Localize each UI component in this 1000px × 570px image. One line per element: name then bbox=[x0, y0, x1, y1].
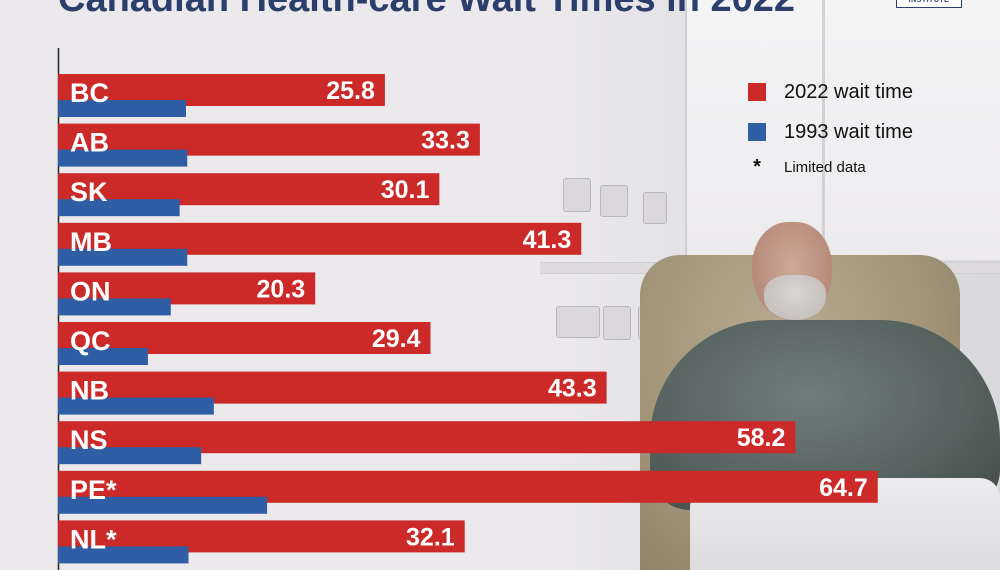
legend-item-1993: 1993 wait time bbox=[748, 112, 913, 152]
bar-1993-mb bbox=[58, 248, 188, 266]
category-label-ab: AB bbox=[70, 128, 109, 158]
wall-outlet bbox=[563, 178, 591, 212]
legend-label-1993: 1993 wait time bbox=[784, 120, 913, 143]
category-label-nb: NB bbox=[70, 376, 109, 406]
value-label-on: 20.3 bbox=[257, 275, 306, 303]
category-label-sk: SK bbox=[70, 177, 108, 207]
bar-1993-ns bbox=[58, 447, 202, 465]
legend-label-2022: 2022 wait time bbox=[784, 80, 913, 103]
legend: 2022 wait time 1993 wait time * Limited … bbox=[748, 72, 913, 182]
legend-footnote: * Limited data bbox=[748, 152, 913, 182]
category-label-ns: NS bbox=[70, 425, 108, 455]
value-label-nl: 32.1 bbox=[406, 523, 455, 551]
value-label-bc: 25.8 bbox=[326, 77, 375, 105]
footnote-text: Limited data bbox=[784, 158, 866, 176]
bar-1993-ab bbox=[58, 149, 188, 167]
wall-outlet bbox=[643, 192, 667, 224]
bar-1993-sk bbox=[58, 199, 180, 217]
category-label-pe: PE* bbox=[70, 475, 117, 505]
bar-1993-pe bbox=[58, 496, 268, 514]
window-mullion bbox=[822, 0, 825, 260]
wall-outlet bbox=[603, 306, 631, 340]
value-label-pe: 64.7 bbox=[819, 474, 868, 502]
legend-item-2022: 2022 wait time bbox=[748, 72, 913, 112]
chart-title: Canadian Health-care Wait Times in 2022 bbox=[58, 0, 795, 21]
value-label-ns: 58.2 bbox=[737, 424, 786, 452]
bar-1993-qc bbox=[58, 348, 148, 365]
wall-outlet bbox=[600, 185, 628, 217]
value-label-sk: 30.1 bbox=[381, 176, 430, 204]
value-label-mb: 41.3 bbox=[523, 226, 572, 254]
category-label-on: ON bbox=[70, 276, 111, 306]
legend-swatch-1993 bbox=[748, 123, 766, 141]
category-label-nl: NL* bbox=[70, 524, 117, 554]
patient-beard bbox=[764, 275, 826, 320]
value-label-qc: 29.4 bbox=[372, 325, 421, 353]
hospital-window bbox=[685, 0, 1000, 260]
category-label-mb: MB bbox=[70, 227, 112, 257]
value-label-nb: 43.3 bbox=[548, 375, 597, 403]
value-label-ab: 33.3 bbox=[421, 127, 470, 155]
bar-1993-bc bbox=[58, 100, 186, 117]
bar-1993-nb bbox=[58, 397, 214, 415]
footnote-asterisk: * bbox=[753, 155, 761, 178]
category-label-qc: QC bbox=[70, 326, 111, 356]
bar-1993-nl bbox=[58, 546, 189, 564]
category-label-bc: BC bbox=[70, 78, 109, 108]
institute-logo: INSTITUTE bbox=[896, 0, 962, 8]
legend-swatch-2022 bbox=[748, 83, 766, 101]
bar-1993-on bbox=[58, 298, 171, 316]
medical-gas-panel bbox=[556, 306, 600, 338]
